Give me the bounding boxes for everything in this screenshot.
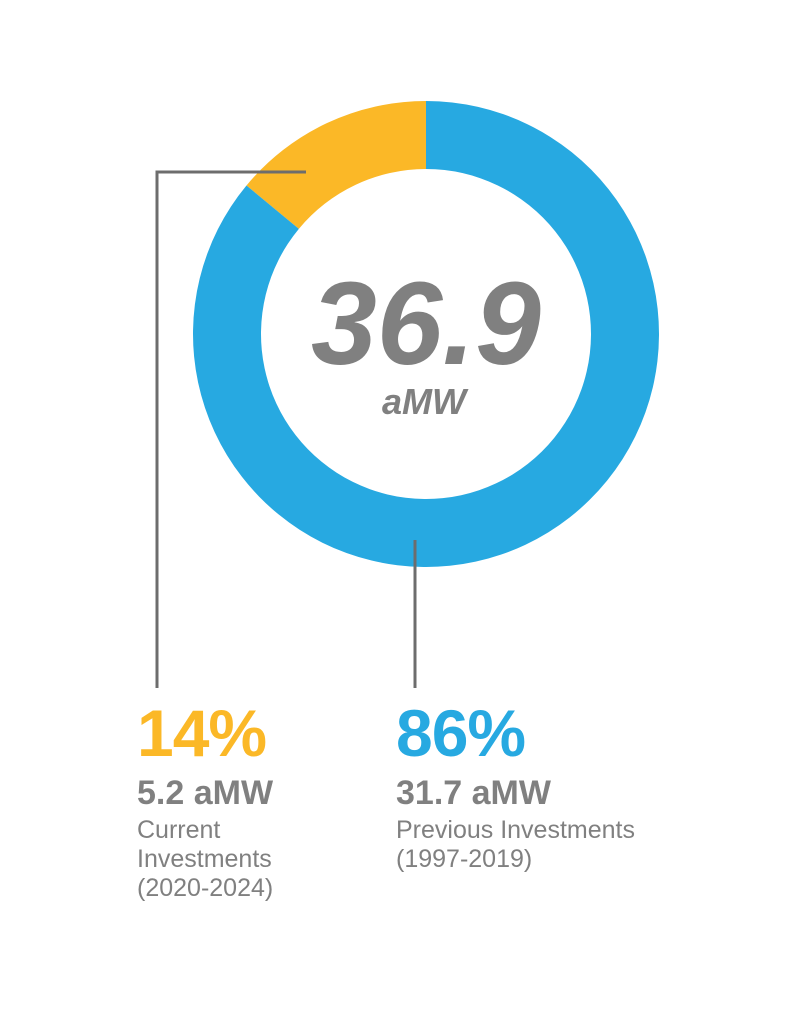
percent-current: 14% [137,696,267,770]
description-previous-line: Previous Investments [396,816,635,844]
center-total-value: 36.9 [311,258,541,390]
description-previous-line: (1997-2019) [396,845,533,873]
description-current-line: Investments [137,845,272,873]
label-previous: 86% 31.7 aMW Previous Investments (1997-… [396,700,635,874]
description-current-line: (2020-2024) [137,874,274,902]
leader-line-current [155,170,306,688]
description-current: Current Investments (2020-2024) [137,816,273,903]
leader-lines [155,170,417,688]
center-total-unit: aMW [382,381,469,422]
label-current: 14% 5.2 aMW Current Investments (2020-20… [137,700,273,903]
value-previous: 31.7 aMW [396,774,551,812]
donut-slice-current [246,101,426,229]
donut-slices [193,101,659,567]
percent-previous: 86% [396,696,526,770]
value-current: 5.2 aMW [137,774,274,812]
description-previous: Previous Investments (1997-2019) [396,816,635,874]
description-current-line: Current [137,816,221,844]
